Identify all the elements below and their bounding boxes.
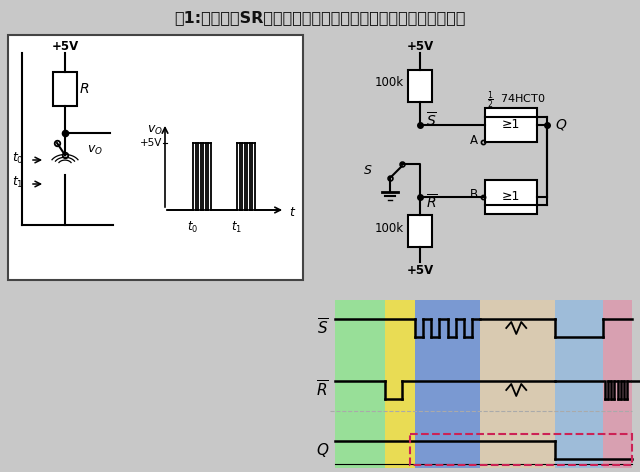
Text: $t_1$: $t_1$ [12, 175, 24, 190]
Bar [555, 300, 603, 468]
Text: +5V: +5V [406, 41, 434, 53]
Text: $\overline{S}$: $\overline{S}$ [426, 111, 437, 129]
Text: $t_1$: $t_1$ [232, 220, 243, 235]
Text: +5V: +5V [406, 263, 434, 277]
Text: +5V: +5V [140, 138, 162, 148]
Bar [485, 180, 537, 214]
Bar [335, 300, 385, 468]
Text: S: S [364, 163, 372, 177]
Text: $t_0$: $t_0$ [188, 220, 198, 235]
Text: $\frac{1}{2}$  74HCT0: $\frac{1}{2}$ 74HCT0 [486, 89, 545, 111]
Text: $v_O$: $v_O$ [147, 124, 163, 136]
Text: $Q$: $Q$ [555, 118, 567, 133]
Text: 100k: 100k [375, 76, 404, 89]
Text: 100k: 100k [375, 221, 404, 235]
Bar [480, 300, 555, 468]
Bar [408, 70, 432, 102]
Bar [408, 215, 432, 247]
Text: $\overline{S}$: $\overline{S}$ [317, 318, 329, 338]
Bar [603, 300, 632, 468]
Text: $\overline{R}$: $\overline{R}$ [426, 193, 438, 211]
Text: $Q$: $Q$ [316, 441, 329, 459]
Text: B: B [470, 188, 478, 202]
Text: $t_0$: $t_0$ [12, 151, 24, 166]
Bar [8, 35, 303, 280]
Bar [53, 72, 77, 106]
Text: A: A [470, 134, 478, 146]
Text: 例1:运用基本SR锁存器消除机械开关触点抖动引起的脉冲输出。: 例1:运用基本SR锁存器消除机械开关触点抖动引起的脉冲输出。 [174, 10, 466, 25]
Text: $v_O$: $v_O$ [87, 143, 103, 157]
Bar [385, 300, 415, 468]
Text: $R$: $R$ [79, 82, 90, 96]
Bar [410, 434, 632, 465]
Text: $t$: $t$ [289, 205, 296, 219]
Text: +5V: +5V [51, 41, 79, 53]
Text: ≥1: ≥1 [502, 191, 520, 203]
Bar [485, 108, 537, 142]
Text: ≥1: ≥1 [502, 118, 520, 132]
Bar [415, 300, 480, 468]
Text: $\overline{R}$: $\overline{R}$ [316, 380, 329, 400]
